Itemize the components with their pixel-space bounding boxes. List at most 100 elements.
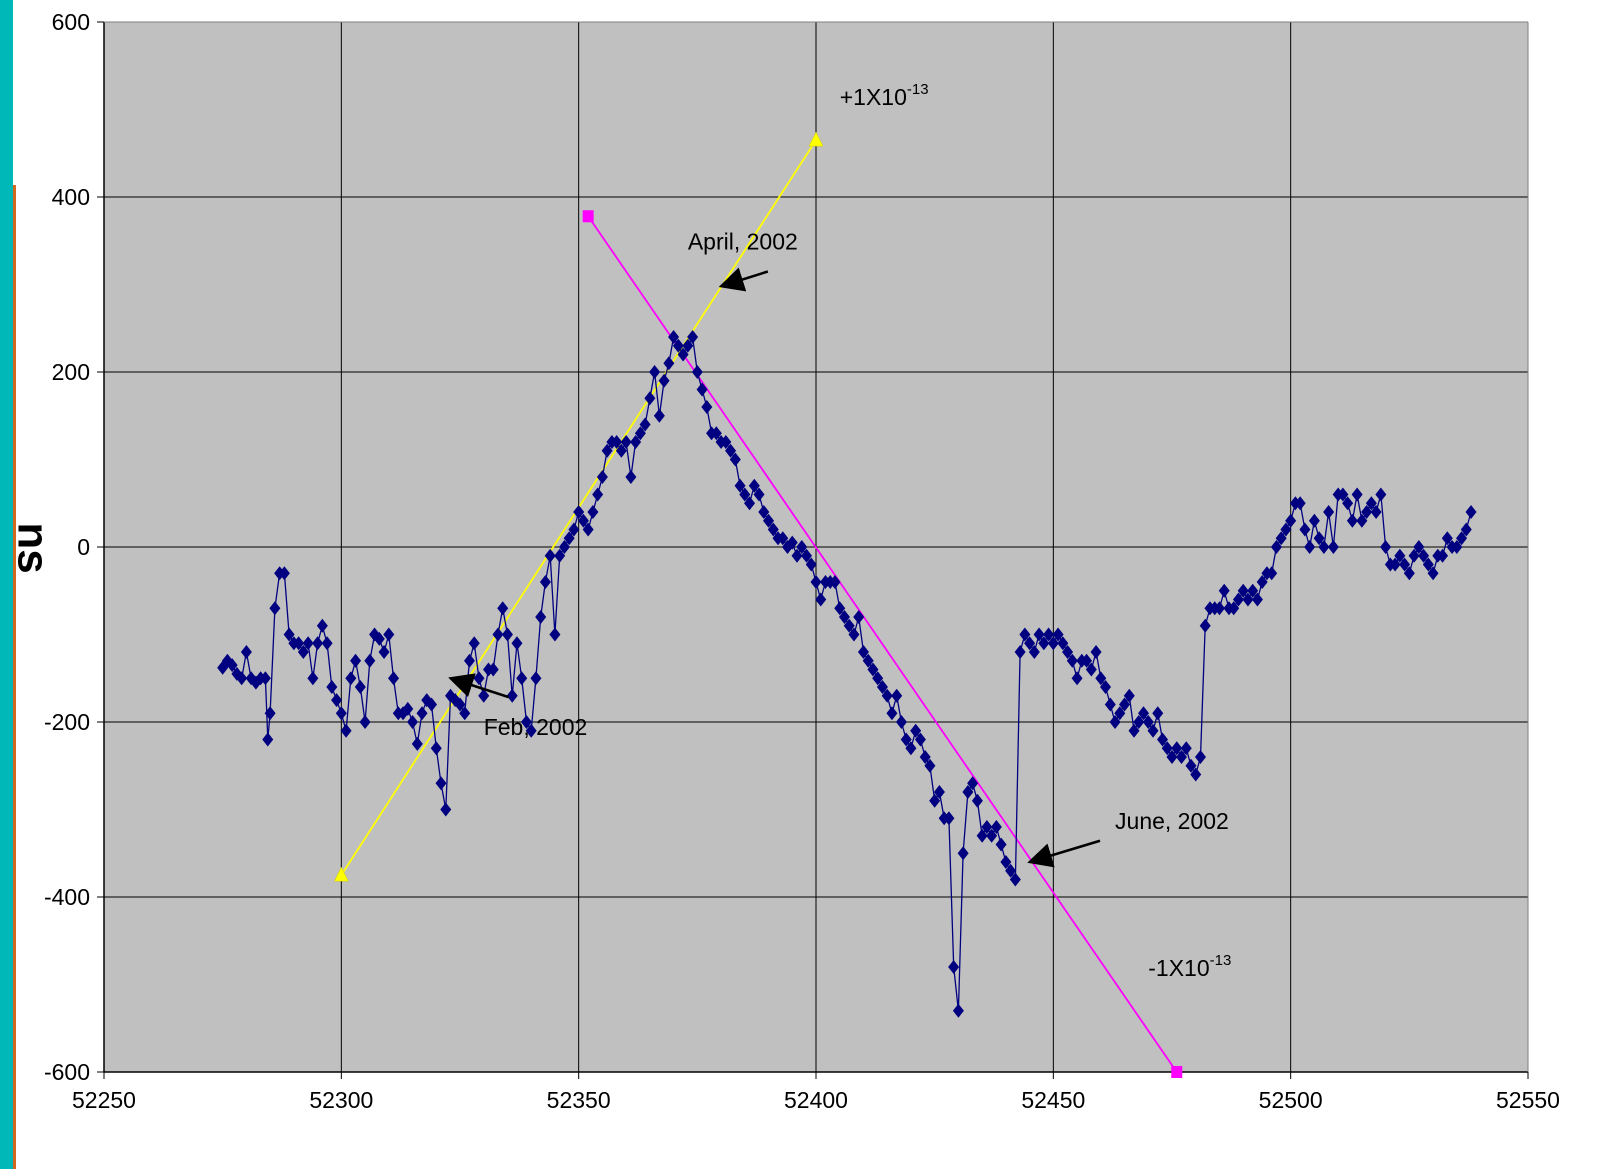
- data-point-0-59: [492, 627, 504, 642]
- data-point-0-240: [1351, 487, 1363, 502]
- data-point-0-127: [815, 592, 827, 607]
- data-point-0-248: [1389, 557, 1401, 572]
- data-point-0-147: [910, 723, 922, 738]
- data-point-0-123: [796, 540, 808, 554]
- tick-labels: 52250 52300 52350 52400 52450 52500 52550 600 40…: [44, 9, 1560, 1113]
- data-point-0-89: [634, 426, 646, 441]
- data-point-0-68: [535, 610, 547, 624]
- data-point-0-138: [867, 662, 879, 677]
- data-point-0-192: [1123, 688, 1135, 703]
- data-point-0-145: [900, 732, 912, 747]
- data-point-0-143: [891, 688, 903, 703]
- data-point-0-109: [729, 452, 741, 467]
- series-line-2: [587, 215, 1178, 1073]
- data-point-0-73: [558, 540, 570, 554]
- data-point-0-206: [1190, 767, 1202, 782]
- data-point-0-19: [302, 636, 314, 651]
- data-point-2-1: [1171, 1066, 1183, 1078]
- data-point-0-55: [473, 671, 485, 686]
- data-point-0-179: [1062, 645, 1074, 659]
- data-point-0-235: [1327, 540, 1339, 554]
- axes: [97, 21, 1529, 1079]
- annotation-label-1: Feb, 2002: [484, 714, 588, 740]
- data-point-0-156: [952, 1003, 964, 1018]
- data-point-0-193: [1128, 723, 1140, 738]
- left-accent-stripe: [13, 185, 16, 1169]
- y-tick-label: 400: [52, 184, 90, 210]
- data-point-0-152: [933, 785, 945, 799]
- x-tick-label: 52350: [547, 1087, 611, 1113]
- data-point-0-95: [663, 356, 675, 371]
- data-point-0-48: [440, 802, 452, 817]
- data-point-0-79: [587, 505, 599, 519]
- data-point-0-255: [1422, 557, 1434, 572]
- data-point-0-90: [639, 417, 651, 432]
- data-point-0-205: [1185, 758, 1197, 773]
- annotation-label-4: -1X10-13: [1148, 952, 1231, 981]
- data-point-0-40: [402, 701, 414, 716]
- data-point-0-142: [886, 706, 898, 721]
- data-point-0-45: [426, 697, 438, 712]
- data-point-0-176: [1047, 636, 1059, 651]
- data-point-0-92: [649, 365, 661, 379]
- x-tick-label: 52400: [784, 1087, 848, 1113]
- annotation-arrow-2: [1027, 839, 1101, 868]
- data-point-0-37: [388, 671, 400, 686]
- data-point-0-126: [810, 575, 822, 589]
- data-point-0-18: [297, 645, 309, 659]
- data-point-0-94: [658, 373, 670, 388]
- data-point-0-191: [1119, 697, 1131, 712]
- data-point-0-105: [710, 426, 722, 441]
- data-point-0-62: [506, 688, 518, 703]
- data-point-0-249: [1394, 548, 1406, 563]
- data-point-0-14: [278, 566, 290, 581]
- data-point-0-162: [981, 820, 993, 834]
- data-point-0-177: [1052, 627, 1064, 642]
- data-point-0-131: [834, 601, 846, 616]
- data-point-0-161: [976, 828, 988, 843]
- data-point-0-140: [876, 680, 888, 694]
- data-point-0-137: [862, 653, 874, 668]
- data-point-0-4: [236, 671, 248, 686]
- data-point-0-159: [967, 776, 979, 791]
- data-point-0-219: [1251, 592, 1263, 607]
- x-tick-label: 52300: [309, 1087, 373, 1113]
- data-point-0-204: [1180, 741, 1192, 756]
- data-point-0-238: [1342, 496, 1354, 511]
- data-point-0-208: [1199, 618, 1211, 633]
- data-point-0-244: [1370, 505, 1382, 519]
- data-point-0-220: [1256, 575, 1268, 589]
- series-2: [582, 210, 1183, 1078]
- data-point-0-237: [1337, 487, 1349, 502]
- annotation-label-3: +1X10-13: [840, 81, 929, 110]
- data-point-0-259: [1441, 531, 1453, 546]
- data-point-0-99: [682, 338, 694, 353]
- data-point-0-65: [520, 715, 532, 729]
- data-point-0-197: [1147, 723, 1159, 738]
- data-point-0-100: [687, 330, 699, 344]
- data-point-0-87: [625, 470, 637, 484]
- data-point-0-17: [293, 636, 305, 651]
- y-tick-label: -200: [44, 709, 90, 735]
- data-point-0-214: [1228, 601, 1240, 616]
- data-point-0-243: [1365, 496, 1377, 511]
- data-point-0-2: [226, 658, 238, 673]
- data-point-0-150: [924, 758, 936, 773]
- data-point-0-74: [563, 531, 575, 546]
- y-tick-label: 200: [52, 359, 90, 385]
- data-point-0-116: [763, 513, 775, 528]
- data-point-0-252: [1408, 548, 1420, 563]
- data-point-0-52: [459, 706, 471, 721]
- data-point-0-72: [554, 548, 566, 563]
- annotation-text: -1X10: [1148, 955, 1209, 981]
- data-point-1-0: [333, 866, 349, 882]
- data-point-0-43: [416, 706, 428, 721]
- data-point-0-168: [1009, 872, 1021, 887]
- data-point-0-101: [691, 365, 703, 379]
- data-point-0-181: [1071, 671, 1083, 686]
- data-point-0-146: [905, 741, 917, 756]
- data-point-0-189: [1109, 715, 1121, 729]
- data-point-0-60: [497, 601, 509, 616]
- y-tick-label: 600: [52, 9, 90, 35]
- data-point-0-135: [853, 610, 865, 624]
